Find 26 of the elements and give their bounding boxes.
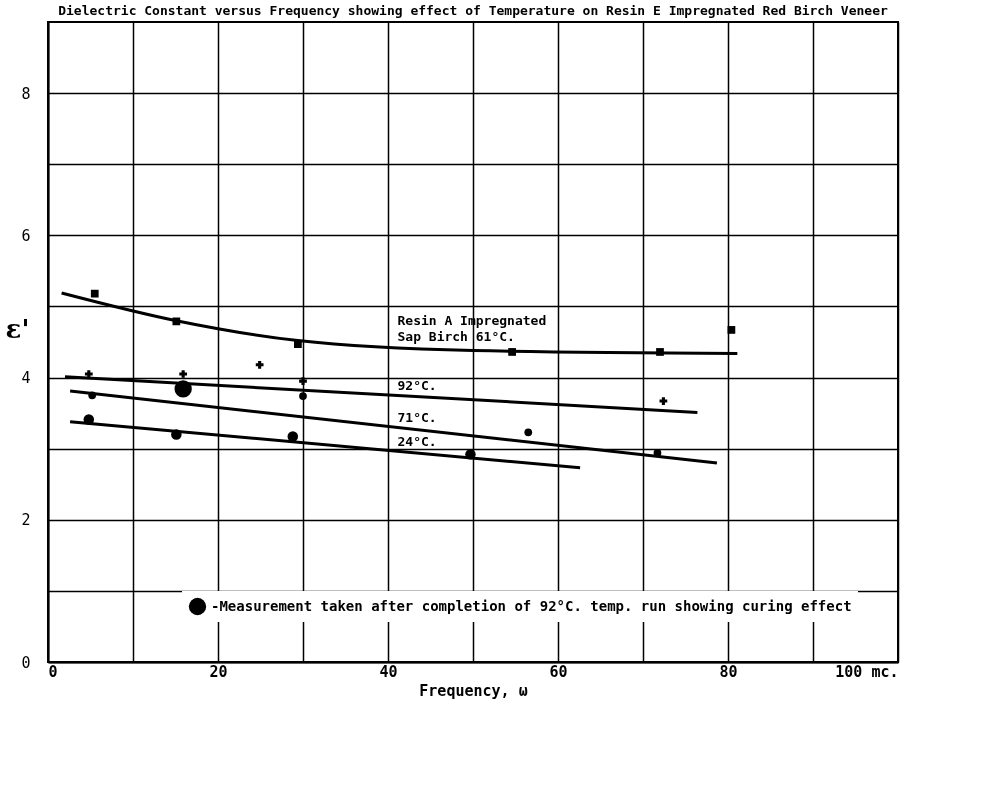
y-tick-label: 8 xyxy=(21,84,31,103)
y-tick-label: 6 xyxy=(21,226,31,245)
point xyxy=(90,289,99,298)
point xyxy=(659,397,668,405)
point xyxy=(179,370,188,378)
x-tick-label: 100 mc. xyxy=(835,662,899,681)
point xyxy=(84,370,93,378)
point xyxy=(727,326,736,334)
y-tick-label: 2 xyxy=(21,511,31,530)
x-tick-label: 0 xyxy=(48,662,58,681)
x-tick-label: 40 xyxy=(379,662,398,681)
point xyxy=(524,428,533,437)
x-tick-label: 60 xyxy=(549,662,568,681)
legend-label: -Measurement taken after completion of 92°C. temp. run showing curing effect xyxy=(211,597,852,614)
point xyxy=(299,377,307,385)
series-label: 71°C. xyxy=(397,410,437,426)
point xyxy=(255,360,264,369)
y-axis-title: ε' xyxy=(5,313,30,344)
x-tick-label: 80 xyxy=(719,662,738,681)
y-tick-label: 4 xyxy=(21,369,31,388)
point xyxy=(299,392,307,400)
x-tick-label: 20 xyxy=(209,662,228,681)
chart-title: Dielectric Constant versus Frequency showing effect of Temperature on Resin E Impregnated Red Birch Veneer xyxy=(58,3,888,18)
x-axis-title: Frequency, ω xyxy=(419,681,528,700)
series-label: 24°C. xyxy=(397,434,437,450)
series-label: 92°C. xyxy=(397,378,437,394)
